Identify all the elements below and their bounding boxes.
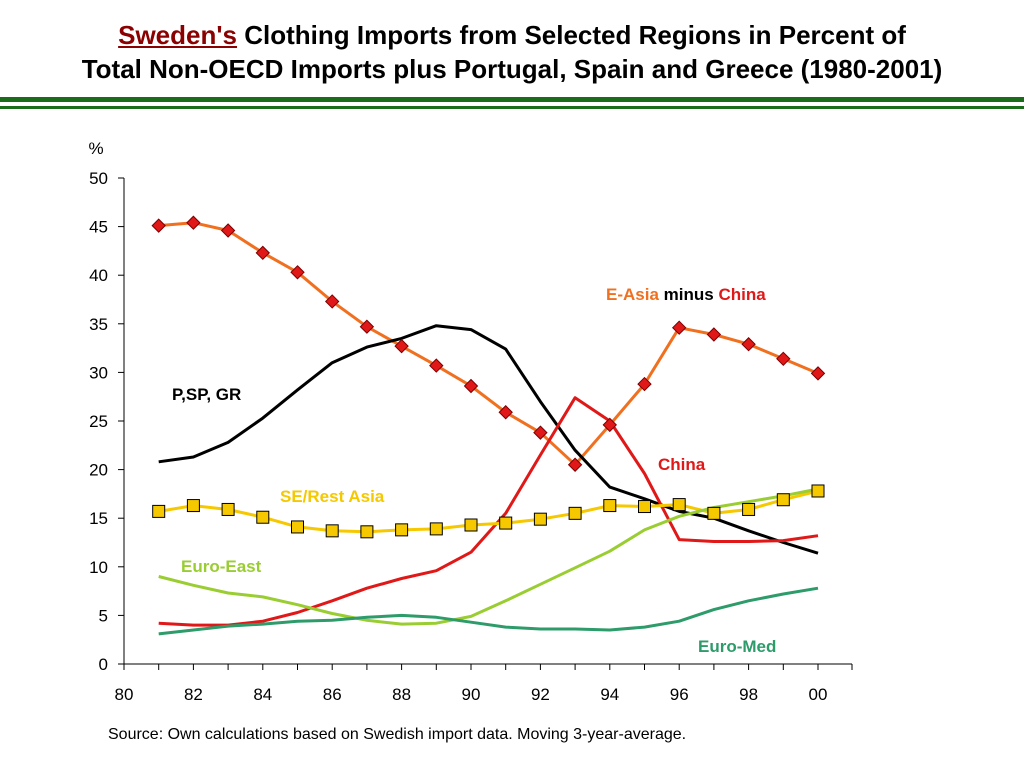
y-tick-label: 35 — [89, 315, 108, 334]
data-point-se-rest-asia — [395, 523, 409, 537]
data-point-se-rest-asia — [464, 518, 478, 532]
data-point-se-rest-asia — [568, 506, 582, 520]
data-point-e-asia — [741, 337, 756, 352]
data-point-se-rest-asia — [672, 498, 686, 512]
title-line-1-rest: Clothing Imports from Selected Regions i… — [237, 20, 906, 50]
data-point-se-rest-asia — [776, 493, 790, 507]
data-point-e-asia — [151, 218, 166, 233]
x-tick-label: 82 — [184, 685, 203, 704]
y-tick-label: 45 — [89, 218, 108, 237]
data-point-se-rest-asia — [360, 525, 374, 539]
data-point-e-asia — [706, 327, 722, 342]
x-tick-label: 94 — [600, 685, 619, 704]
title-line-1: Sweden's Clothing Imports from Selected … — [0, 18, 1024, 52]
data-point-e-asia — [186, 215, 201, 230]
data-point-se-rest-asia — [429, 522, 443, 536]
source-note: Source: Own calculations based on Swedis… — [108, 726, 687, 743]
y-tick-label: 5 — [99, 606, 108, 625]
data-point-se-rest-asia — [152, 504, 166, 518]
data-point-se-rest-asia — [533, 512, 547, 526]
x-tick-label: 90 — [462, 685, 481, 704]
title-emphasis: Sweden's — [118, 20, 238, 50]
series-labels: E-Asia minus China P,SP, GR China SE/Rest A… — [172, 285, 776, 656]
x-tick-label: 98 — [739, 685, 758, 704]
x-tick-label: 92 — [531, 685, 550, 704]
x-tick-label: 80 — [115, 685, 134, 704]
data-point-se-rest-asia — [603, 499, 617, 513]
data-point-e-asia — [776, 351, 791, 366]
data-point-se-rest-asia — [742, 502, 756, 516]
series-line-china — [158, 396, 819, 627]
series-label-china: China — [658, 455, 706, 474]
series-line-e-asia — [158, 221, 819, 467]
label-china-in-e-asia: China — [718, 285, 766, 304]
data-point-se-rest-asia — [256, 510, 270, 524]
x-tick-label: 88 — [392, 685, 411, 704]
data-point-se-rest-asia — [638, 500, 651, 514]
data-point-e-asia — [602, 417, 618, 433]
y-tick-label: 0 — [99, 655, 108, 674]
data-point-e-asia — [324, 294, 340, 309]
chart-axes: 0 5 10 15 20 25 30 35 40 45 50% 80 82 84 86 88 90 92 94 96 9… — [88, 139, 853, 704]
data-point-e-asia — [463, 378, 479, 394]
data-point-se-rest-asia — [186, 499, 200, 513]
label-minus: minus — [659, 285, 719, 304]
data-point-se-rest-asia — [325, 524, 339, 538]
y-tick-label: 30 — [89, 363, 108, 382]
data-point-e-asia — [255, 245, 271, 261]
x-tick-label: 00 — [809, 685, 828, 704]
data-point-e-asia — [498, 405, 513, 420]
data-point-se-rest-asia — [221, 502, 235, 516]
data-point-e-asia — [671, 320, 687, 335]
y-tick-label: 40 — [89, 266, 108, 285]
line-chart: 0 5 10 15 20 25 30 35 40 45 50% 80 82 84 86 88 90 92 94 96 9… — [88, 139, 853, 704]
label-e-asia: E-Asia — [606, 285, 659, 304]
chart-title: Sweden's Clothing Imports from Selected … — [0, 18, 1024, 86]
title-rule-thick — [0, 97, 1024, 102]
y-tick-label: 10 — [89, 558, 108, 577]
x-tick-label: 96 — [670, 685, 689, 704]
data-point-se-rest-asia — [811, 484, 825, 498]
data-point-se-rest-asia — [499, 516, 513, 530]
data-point-e-asia — [394, 338, 409, 354]
series-label-euro-med: Euro-Med — [698, 637, 776, 656]
data-point-e-asia — [810, 366, 826, 381]
series-label-se-rest-asia: SE/Rest Asia — [280, 487, 385, 506]
data-point-e-asia — [533, 425, 548, 440]
y-tick-label: 15 — [89, 509, 108, 528]
title-line-2: Total Non-OECD Imports plus Portugal, Sp… — [81, 54, 943, 84]
data-point-e-asia — [359, 319, 375, 334]
y-axis-unit-label: % — [88, 139, 103, 158]
series-label-euro-east: Euro-East — [181, 557, 262, 576]
series-line-euro-med — [158, 586, 819, 636]
title-rule-thin — [0, 106, 1024, 109]
data-point-e-asia — [637, 376, 652, 392]
series-label-e-asia-minus-china: E-Asia minus China — [606, 285, 766, 304]
y-tick-label: 25 — [89, 412, 108, 431]
data-point-e-asia — [290, 265, 305, 280]
x-tick-label: 86 — [323, 685, 342, 704]
series-label-psp-gr: P,SP, GR — [172, 385, 241, 404]
data-point-e-asia — [220, 223, 236, 238]
data-point-e-asia — [429, 358, 444, 373]
data-point-se-rest-asia — [291, 520, 304, 534]
data-point-e-asia — [567, 457, 583, 472]
y-tick-label: 20 — [89, 461, 108, 480]
y-tick-label: 50 — [89, 169, 108, 188]
data-point-se-rest-asia — [707, 506, 721, 520]
chart-series — [151, 215, 826, 636]
x-tick-label: 84 — [253, 685, 272, 704]
